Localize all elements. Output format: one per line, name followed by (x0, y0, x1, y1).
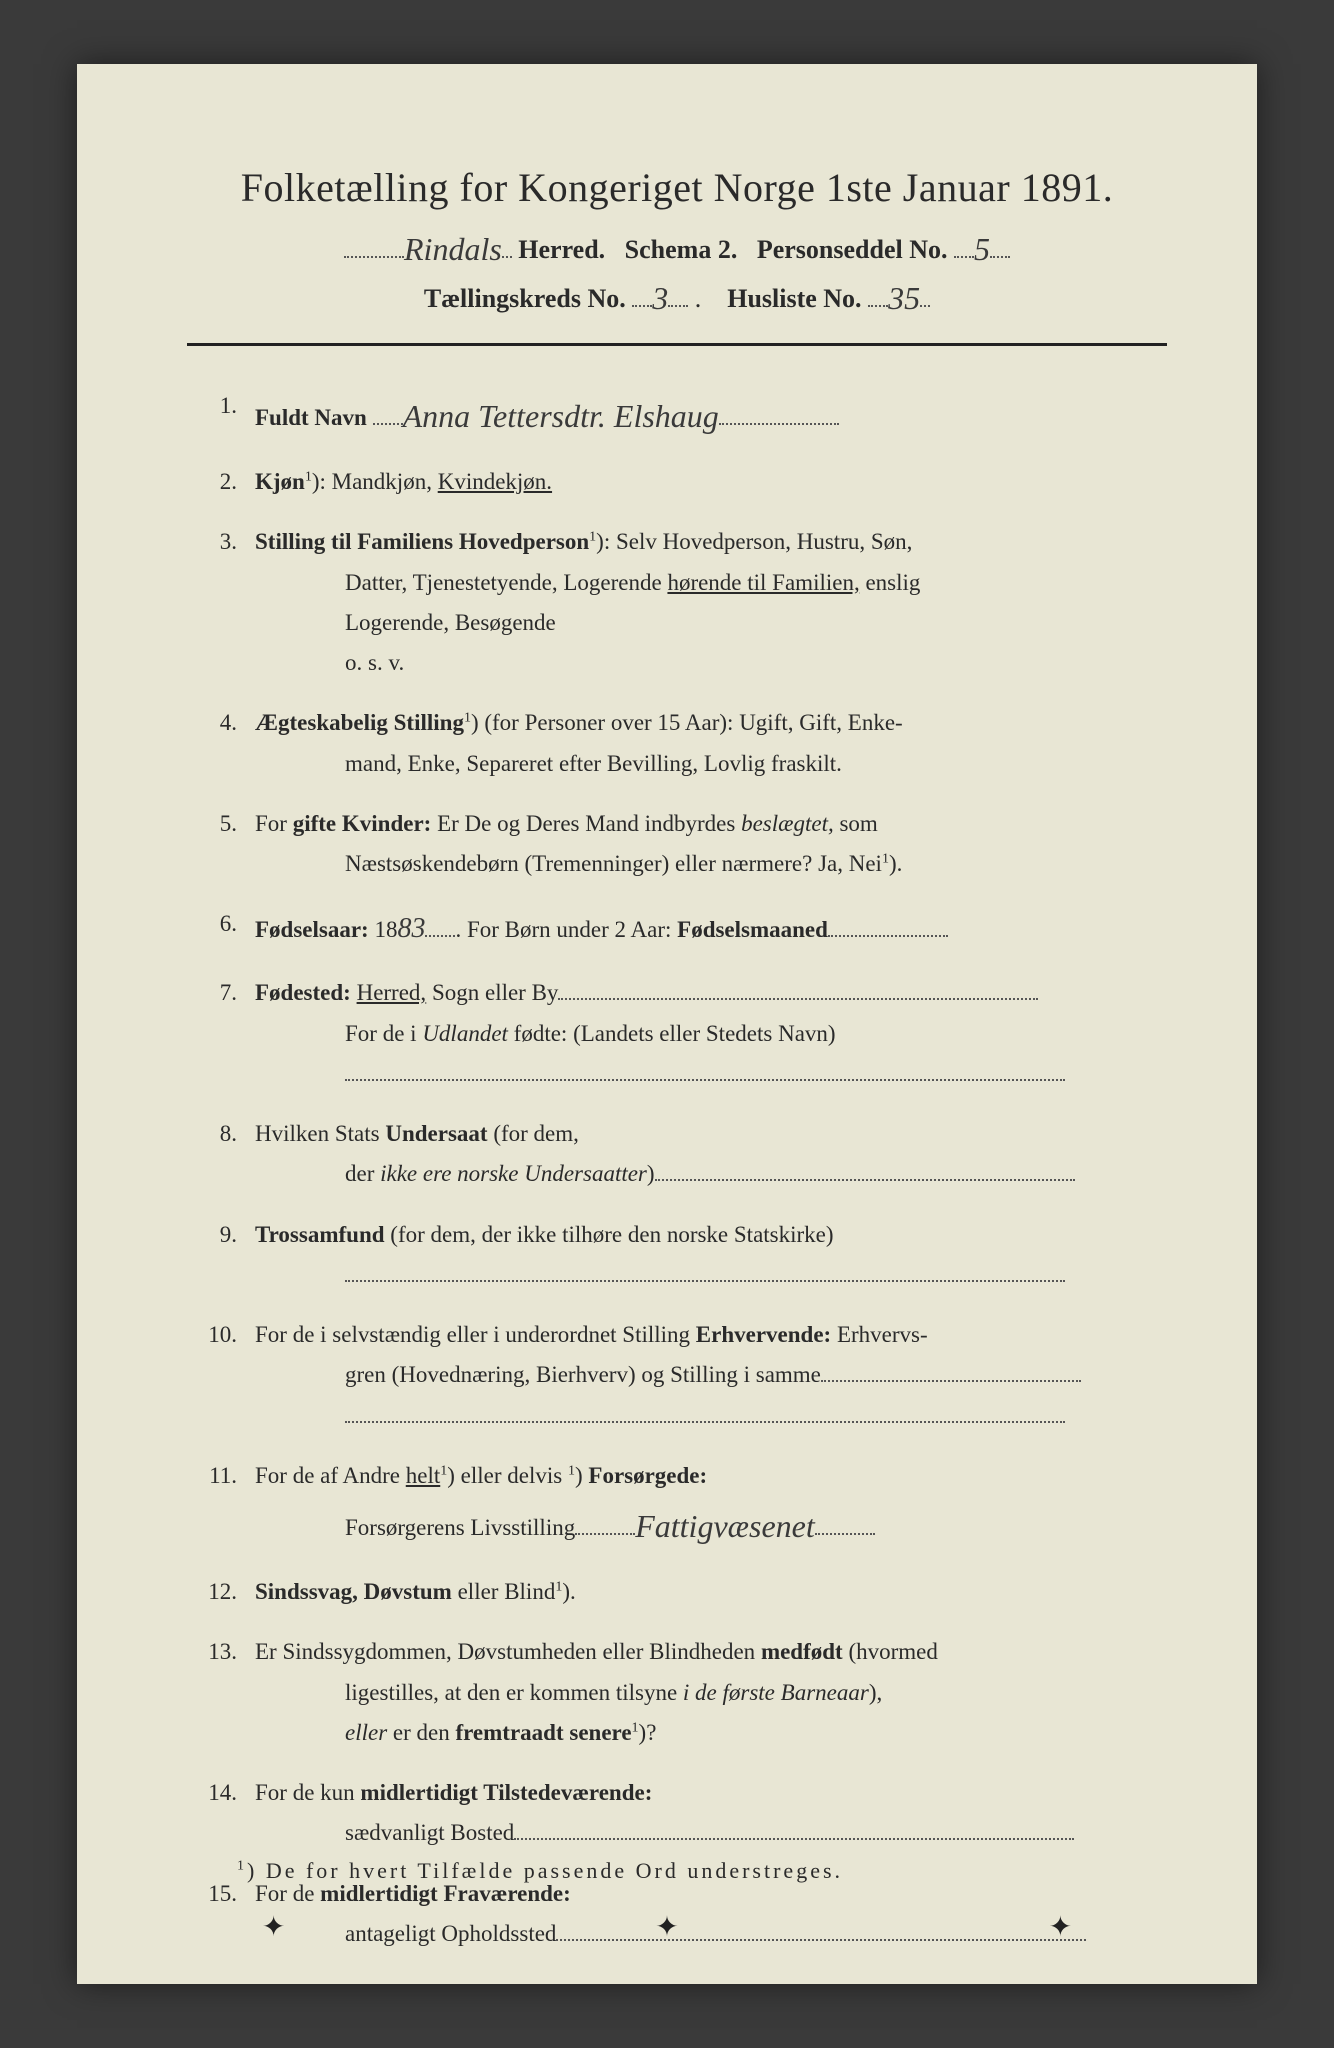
personseddel-label: Personseddel No. (757, 235, 948, 264)
item-9: 9. Trossamfund (for dem, der ikke tilhør… (187, 1215, 1167, 1296)
schema-label: Schema 2. (625, 235, 738, 264)
item-number: 6. (187, 904, 255, 953)
husliste-no: 35 (888, 280, 920, 317)
item-7: 7. Fødested: Herred, Sogn eller By For d… (187, 973, 1167, 1094)
mark-icon: ✦ (655, 1910, 678, 1944)
form-items: 1. Fuldt Navn Anna Tettersdtr. Elshaug 2… (187, 386, 1167, 1954)
item-2: 2. Kjøn1): Mandkjøn, Kvindekjøn. (187, 462, 1167, 502)
divider-rule (187, 343, 1167, 346)
kjon-selected: Kvindekjøn. (438, 469, 552, 494)
label-stilling: Stilling til Familiens Hovedperson (255, 529, 589, 554)
forsorger-handwritten: Fattigvæsenet (635, 1498, 815, 1554)
item-number: 8. (187, 1114, 255, 1195)
item-number: 7. (187, 973, 255, 1094)
item-4: 4. Ægteskabelig Stilling1) (for Personer… (187, 703, 1167, 784)
label-aegteskab: Ægteskabelig Stilling (255, 710, 464, 735)
page-title: Folketælling for Kongeriget Norge 1ste J… (187, 164, 1167, 211)
kreds-no: 3 (652, 280, 668, 317)
item-5: 5. For gifte Kvinder: Er De og Deres Man… (187, 804, 1167, 885)
item-number: 1. (187, 386, 255, 442)
item-11: 11. For de af Andre helt1) eller delvis … (187, 1456, 1167, 1552)
label-fravaerende: midlertidigt Fraværende: (320, 1881, 571, 1906)
year-handwritten: 83 (397, 913, 425, 944)
item-number: 9. (187, 1215, 255, 1296)
label-fodested: Fødested: (255, 980, 351, 1005)
item-6: 6. Fødselsaar: 1883. For Børn under 2 Aa… (187, 904, 1167, 953)
item-number: 13. (187, 1632, 255, 1753)
census-form-page: Folketælling for Kongeriget Norge 1ste J… (77, 64, 1257, 1984)
item-number: 10. (187, 1315, 255, 1436)
footnote: 1) De for hvert Tilfælde passende Ord un… (237, 1858, 843, 1884)
label-fodselsmaaned: Fødselsmaaned (677, 917, 828, 942)
fodested-selected: Herred, (357, 980, 427, 1005)
item-number: 14. (187, 1773, 255, 1854)
item-10: 10. For de i selvstændig eller i underor… (187, 1315, 1167, 1436)
navn-handwritten: Anna Tettersdtr. Elshaug (403, 388, 719, 444)
label-forsorgede: Forsørgede: (588, 1463, 707, 1488)
item-12: 12. Sindssvag, Døvstum eller Blind1). (187, 1572, 1167, 1612)
item-3: 3. Stilling til Familiens Hovedperson1):… (187, 522, 1167, 683)
mark-icon: ✦ (1049, 1910, 1072, 1944)
label-medfodt: medfødt (761, 1639, 843, 1664)
personseddel-no: 5 (974, 231, 990, 268)
label-erhvervende: Erhvervende: (696, 1322, 831, 1347)
label-fodselsaar: Fødselsaar: (255, 917, 369, 942)
item-13: 13. Er Sindssygdommen, Døvstumheden elle… (187, 1632, 1167, 1753)
label-gifte-kvinder: gifte Kvinder: (293, 811, 432, 836)
herred-handwritten: Rindals (404, 231, 502, 268)
label-fuldt-navn: Fuldt Navn (255, 405, 367, 430)
item-14: 14. For de kun midlertidigt Tilstedevære… (187, 1773, 1167, 1854)
header-line-2: Tællingskreds No. 3 . Husliste No. 35 (187, 278, 1167, 315)
header-line-1: Rindals Herred. Schema 2. Personseddel N… (187, 229, 1167, 266)
item-number: 12. (187, 1572, 255, 1612)
label-undersaat: Undersaat (385, 1121, 487, 1146)
stilling-selected: hørende til Familien, (667, 570, 859, 595)
item-number: 3. (187, 522, 255, 683)
label-tilstede: midlertidigt Tilstedeværende: (360, 1780, 652, 1805)
item-number: 2. (187, 462, 255, 502)
husliste-label: Husliste No. (727, 284, 861, 313)
item-number: 4. (187, 703, 255, 784)
label-trossamfund: Trossamfund (255, 1222, 385, 1247)
label-kjon: Kjøn (255, 469, 305, 494)
item-number: 5. (187, 804, 255, 885)
page-marks: ✦ ✦ ✦ (77, 1910, 1257, 1944)
herred-label: Herred. (518, 235, 605, 264)
item-number: 11. (187, 1456, 255, 1552)
item-1: 1. Fuldt Navn Anna Tettersdtr. Elshaug (187, 386, 1167, 442)
label-sindssvag: Sindssvag, Døvstum (255, 1579, 452, 1604)
item-8: 8. Hvilken Stats Undersaat (for dem, der… (187, 1114, 1167, 1195)
mark-icon: ✦ (262, 1910, 285, 1944)
kreds-label: Tællingskreds No. (424, 284, 626, 313)
